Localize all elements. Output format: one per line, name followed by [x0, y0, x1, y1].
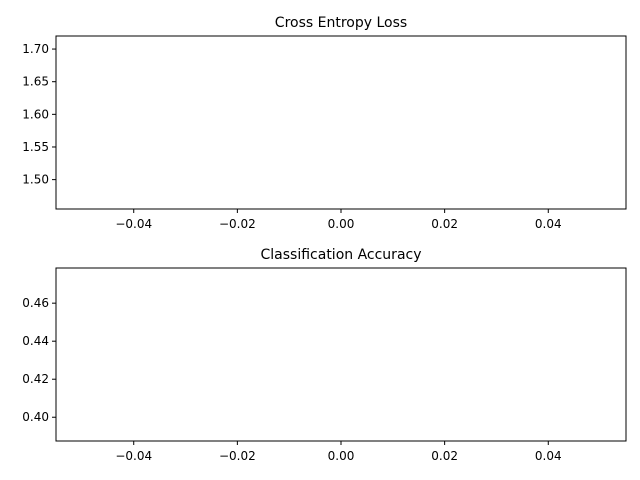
loss-xtick-label: −0.02: [219, 217, 256, 231]
loss-xtick-label: 0.00: [328, 217, 355, 231]
loss-xtick-label: −0.04: [115, 217, 152, 231]
accuracy-xtick-label: 0.00: [328, 449, 355, 463]
loss-ytick-label: 1.50: [22, 173, 49, 187]
loss-ytick-label: 1.60: [22, 107, 49, 121]
loss-plot-area: [55, 35, 627, 210]
accuracy-plot-area: [55, 267, 627, 442]
accuracy-xtick-label: 0.04: [535, 449, 562, 463]
loss-xtick-label: 0.04: [535, 217, 562, 231]
accuracy-ytick-label: 0.46: [22, 296, 49, 310]
accuracy-xtick-label: −0.04: [115, 449, 152, 463]
accuracy-ytick-label: 0.42: [22, 372, 49, 386]
loss-xtick-label: 0.02: [431, 217, 458, 231]
accuracy-panel: Classification Accuracy −0.04 −0.02 0.00 0.…: [22, 247, 627, 463]
accuracy-title: Classification Accuracy: [261, 247, 422, 263]
loss-title: Cross Entropy Loss: [275, 15, 407, 31]
accuracy-ytick-label: 0.40: [22, 410, 49, 424]
loss-ytick-label: 1.65: [22, 75, 49, 89]
accuracy-ytick-label: 0.44: [22, 334, 49, 348]
loss-ytick-label: 1.55: [22, 140, 49, 154]
accuracy-xtick-label: 0.02: [431, 449, 458, 463]
accuracy-xtick-label: −0.02: [219, 449, 256, 463]
loss-ytick-label: 1.70: [22, 42, 49, 56]
loss-panel: Cross Entropy Loss −0.04 −0.02 0.00 0.02 0.0…: [22, 15, 627, 231]
